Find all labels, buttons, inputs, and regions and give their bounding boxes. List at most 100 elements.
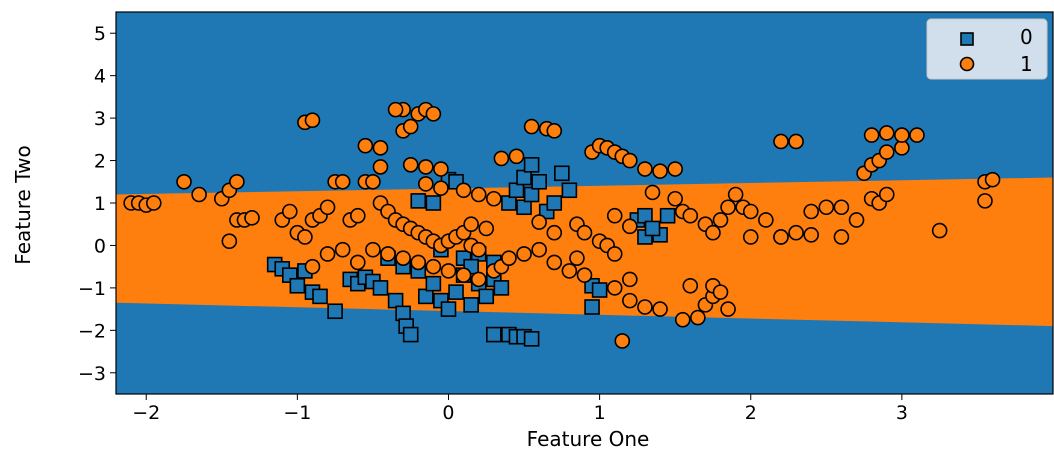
class-1-point	[878, 125, 895, 141]
class-0-point	[402, 326, 419, 343]
class-0-point	[448, 284, 464, 300]
class-1-point	[652, 163, 668, 179]
x-tick-label: −2	[132, 402, 160, 424]
class-1-point	[493, 150, 510, 167]
class-1-point	[690, 309, 706, 326]
class-1-point	[433, 180, 449, 196]
class-1-point	[418, 176, 434, 192]
class-1-point	[833, 229, 850, 245]
class-0-point	[659, 207, 676, 224]
class-1-point	[372, 140, 389, 156]
class-1-point	[546, 224, 563, 241]
class-1-point	[433, 161, 449, 177]
class-0-point	[516, 199, 532, 216]
class-1-point	[818, 199, 835, 216]
class-1-point	[878, 186, 895, 203]
class-1-point	[508, 148, 525, 165]
class-0-point	[523, 157, 540, 173]
class-1-point	[350, 207, 366, 224]
class-1-point	[622, 292, 638, 309]
class-1-point	[909, 127, 925, 143]
class-0-point	[440, 301, 457, 317]
y-tick-label: −1	[78, 278, 106, 300]
class-1-point	[569, 250, 585, 266]
class-1-point	[418, 159, 434, 175]
class-1-point	[501, 250, 517, 266]
class-1-point	[742, 229, 759, 245]
class-1-point	[667, 161, 683, 177]
class-0-point	[531, 173, 547, 190]
class-1-point	[221, 233, 238, 249]
class-1-point	[682, 207, 699, 224]
class-1-point	[304, 112, 321, 129]
class-1-point	[606, 207, 623, 224]
class-1-point	[878, 144, 895, 160]
class-0-point	[493, 280, 510, 296]
class-1-point	[191, 186, 207, 203]
class-1-point	[758, 212, 774, 228]
class-1-point	[977, 193, 993, 209]
class-1-point	[357, 137, 374, 154]
legend-label-1: 1	[1020, 52, 1033, 76]
class-1-point	[319, 246, 336, 262]
class-1-point	[531, 241, 547, 258]
class-0-point	[478, 288, 495, 305]
class-1-point	[788, 133, 804, 150]
class-1-point	[931, 222, 948, 239]
class-1-point	[712, 212, 729, 228]
class-1-point	[652, 301, 668, 317]
class-1-point	[576, 267, 593, 283]
class-1-point	[486, 190, 502, 207]
class-1-point	[365, 173, 381, 190]
y-tick-label: 5	[94, 23, 106, 45]
class-0-point	[501, 195, 517, 211]
class-1-point	[304, 258, 321, 275]
class-1-point	[848, 212, 865, 228]
class-1-point	[773, 133, 789, 150]
class-1-point	[894, 127, 910, 143]
class-1-point	[334, 241, 351, 258]
class-1-point	[478, 220, 495, 237]
legend-box	[926, 18, 1048, 80]
class-0-point	[418, 288, 434, 305]
class-0-point	[508, 182, 525, 199]
class-1-point	[531, 214, 547, 230]
class-1-point	[667, 190, 683, 207]
class-1-point	[637, 299, 653, 315]
class-1-point	[455, 182, 472, 199]
class-1-point	[606, 246, 623, 262]
class-1-point	[402, 118, 419, 135]
class-1-point	[863, 127, 880, 143]
class-1-point	[622, 152, 638, 169]
class-1-point	[742, 203, 759, 220]
class-1-point	[622, 271, 638, 288]
class-0-point	[644, 220, 661, 237]
y-axis-title: Feature Two	[11, 145, 35, 264]
y-tick-label: −3	[78, 363, 106, 385]
class-0-point	[410, 193, 427, 209]
class-0-point	[516, 169, 532, 186]
plot-area	[116, 12, 1053, 394]
class-1-point	[637, 161, 653, 177]
class-0-point	[486, 326, 502, 343]
legend-label-0: 0	[1020, 25, 1033, 49]
class-1-point	[350, 254, 366, 271]
class-0-point	[425, 275, 442, 292]
class-0-point	[554, 165, 570, 182]
class-1-point	[516, 246, 532, 262]
y-tick-label: 1	[94, 193, 106, 215]
class-1-point	[546, 254, 563, 271]
x-tick-label: 3	[896, 402, 908, 424]
class-1-point	[644, 184, 661, 201]
class-1-point	[334, 173, 351, 190]
class-1-point	[470, 271, 487, 288]
class-1-point	[614, 333, 631, 349]
x-tick-label: −1	[283, 402, 311, 424]
y-tick-label: 0	[94, 235, 106, 257]
class-0-point	[395, 305, 411, 322]
class-1-point	[176, 173, 192, 190]
class-1-point	[463, 216, 479, 233]
class-1-point	[380, 246, 396, 262]
class-1-point	[546, 123, 563, 139]
